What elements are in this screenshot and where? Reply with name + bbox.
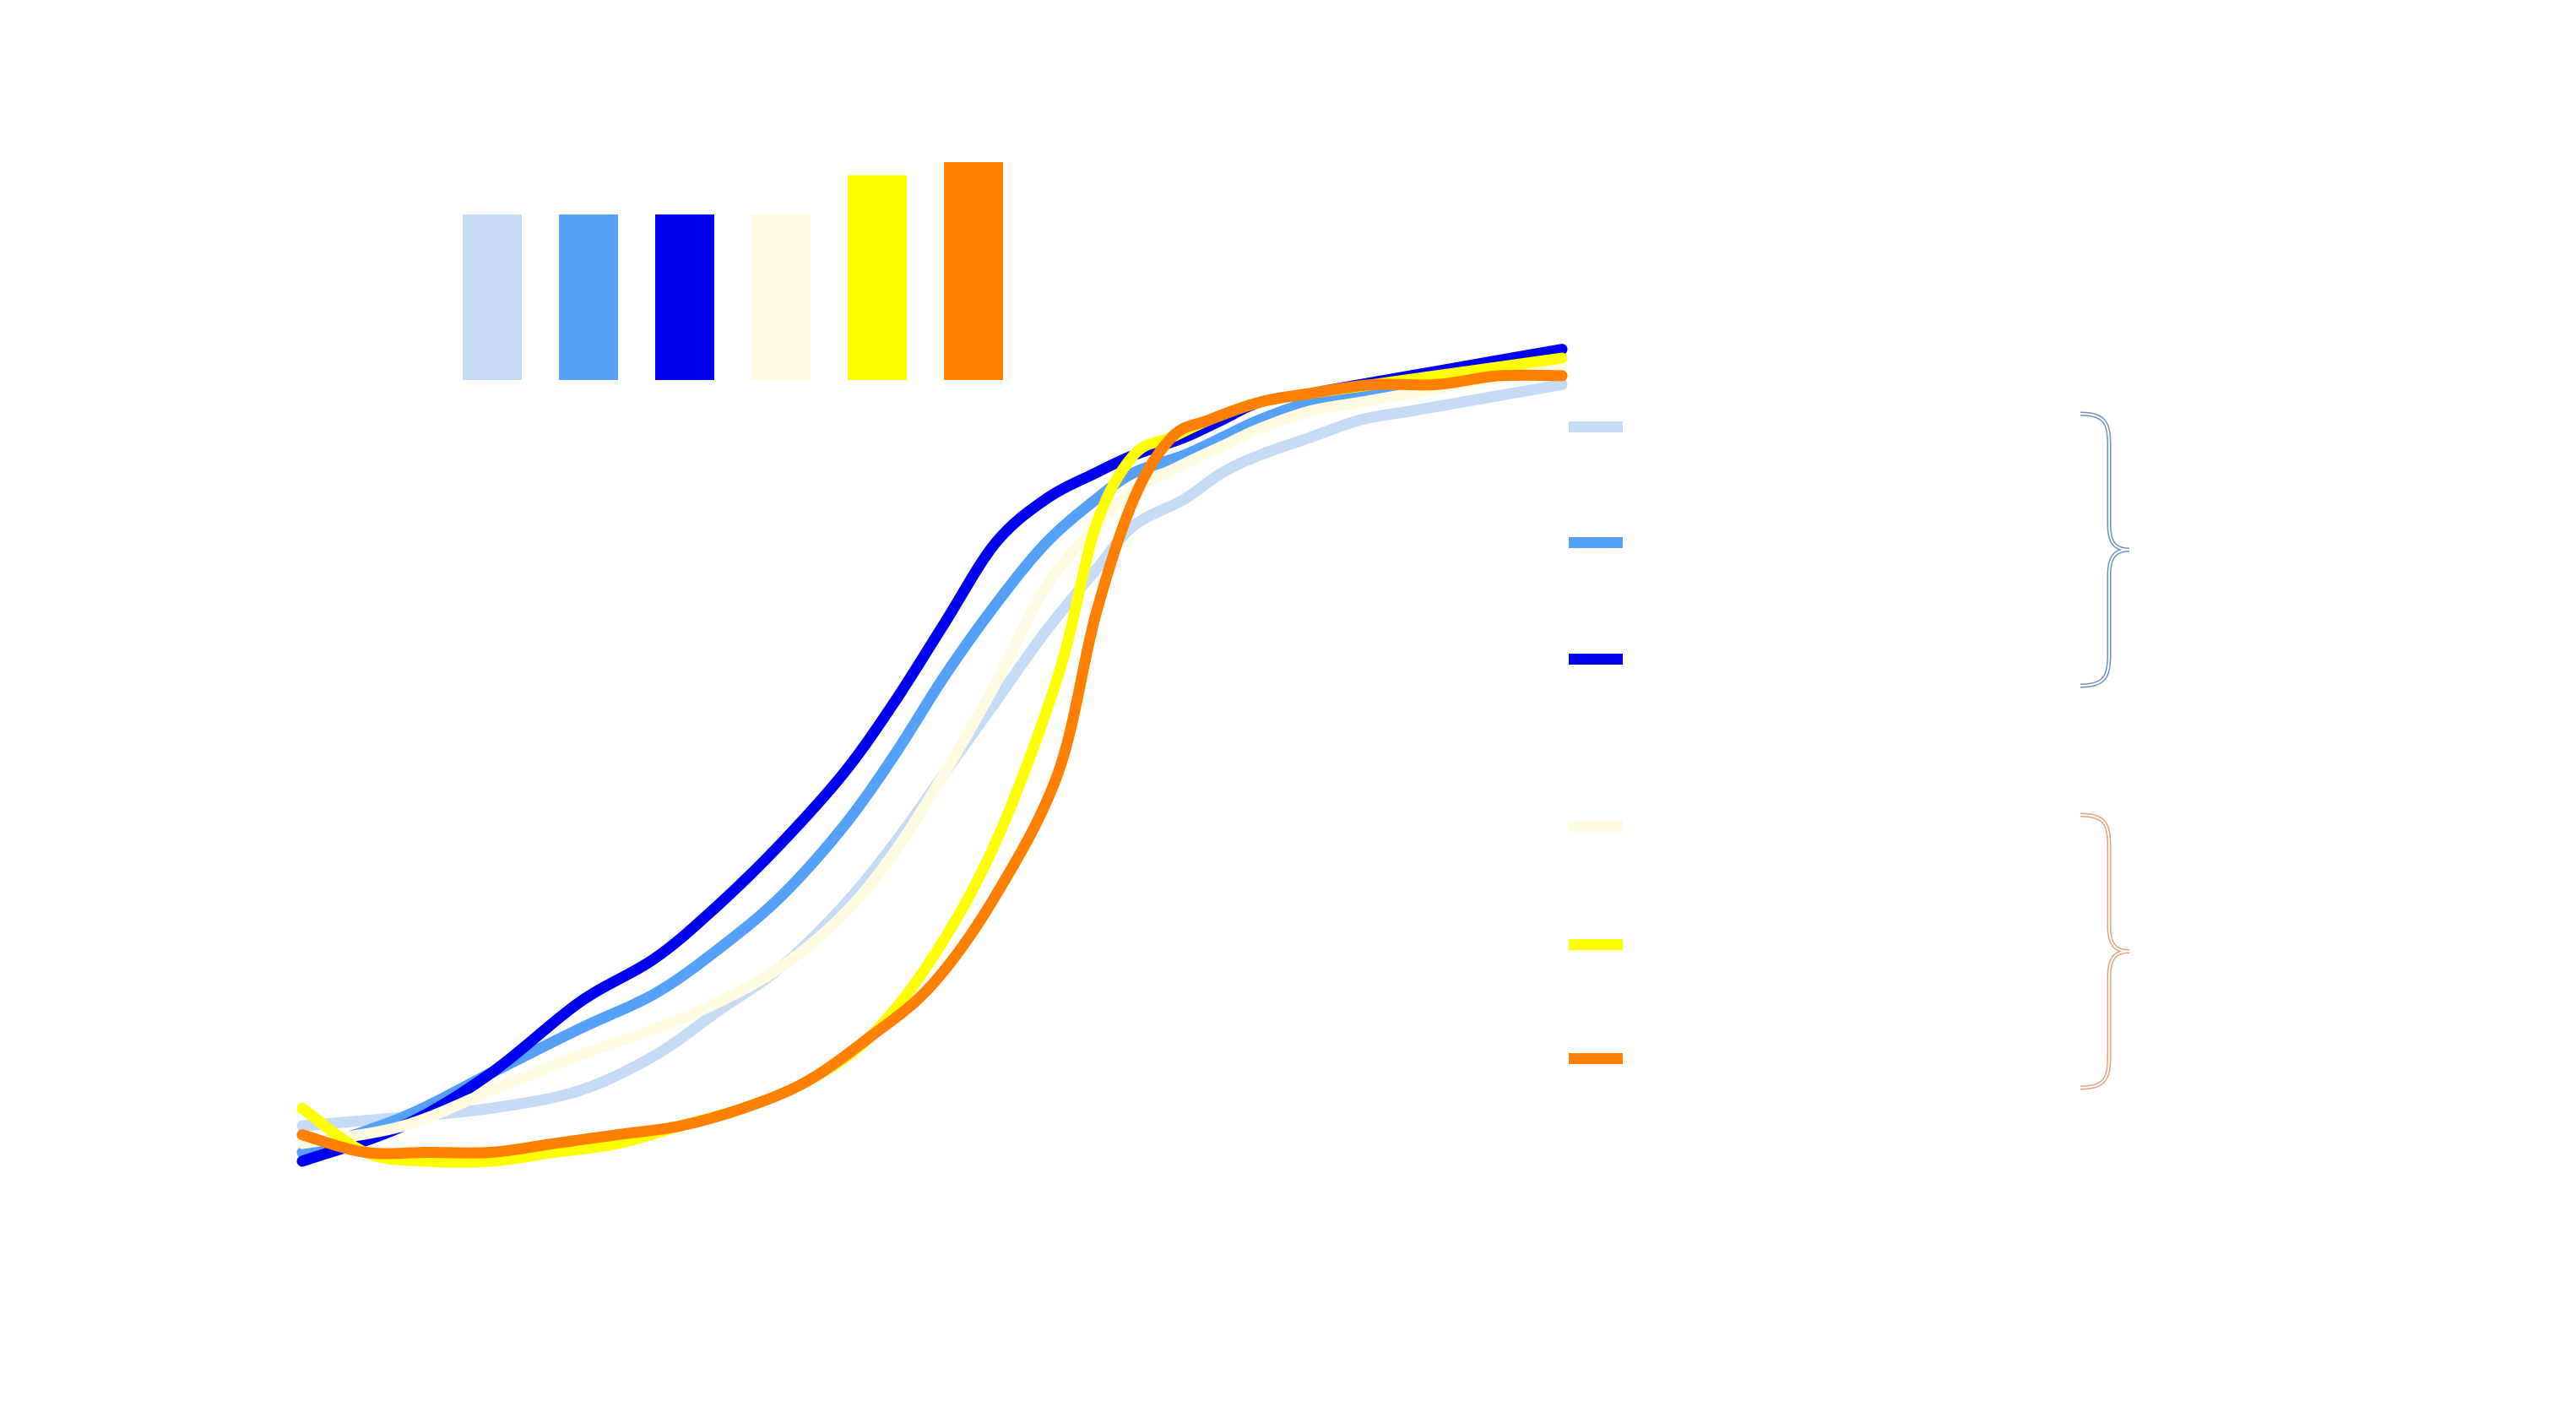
inset-bar-chart <box>463 162 1003 380</box>
series-line-a <box>296 378 1568 1132</box>
legend-swatch-a <box>1569 421 1623 432</box>
inset-bar-d <box>751 214 811 380</box>
legend-swatch-f <box>1569 1053 1623 1064</box>
series-line-d <box>296 361 1568 1149</box>
legend-brace-blue <box>2080 413 2130 687</box>
legend-brace-warm <box>2080 814 2130 1089</box>
legend-swatch-e <box>1569 939 1623 950</box>
series-line-b <box>296 352 1568 1158</box>
inset-bar-c <box>655 214 714 380</box>
legend-swatch-b <box>1569 537 1623 548</box>
legend <box>1569 411 2130 1090</box>
inset-bar-e <box>848 175 907 380</box>
inset-bar-b <box>559 214 618 380</box>
plot-area <box>296 344 1568 1168</box>
series-line-f <box>296 369 1568 1160</box>
legend-swatch-c <box>1569 654 1623 665</box>
inset-bar-f <box>944 162 1003 380</box>
inset-bar-a <box>463 214 522 380</box>
legend-swatch-d <box>1569 821 1623 832</box>
